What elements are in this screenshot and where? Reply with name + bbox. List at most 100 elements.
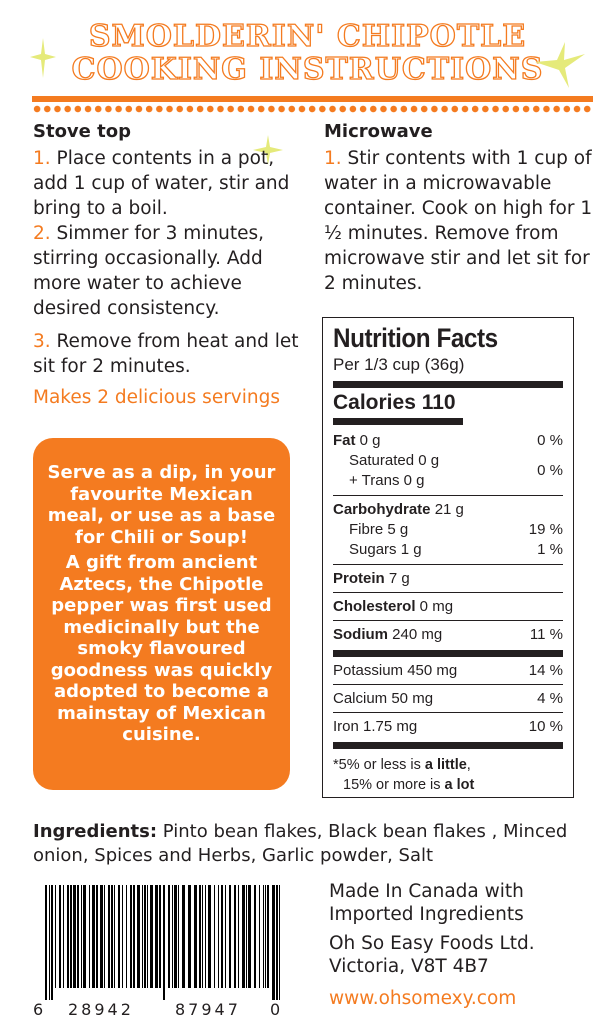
barcode-bar <box>205 885 206 988</box>
nutrition-title: Nutrition Facts <box>333 323 498 353</box>
promo-text-2: A gift from ancient Aztecs, the Chipotle… <box>50 552 273 745</box>
row-protein: Protein 7 g <box>333 564 563 592</box>
barcode-bar <box>199 885 201 988</box>
barcode-digits: 87947 <box>175 1000 241 1019</box>
title-line-1: SMOLDERIN' CHIPOTLE <box>88 19 527 54</box>
row-cholesterol: Cholesterol 0 mg <box>333 592 563 620</box>
stovetop-heading: Stove top <box>33 121 131 142</box>
barcode-digit: 6 <box>33 1000 44 1019</box>
promo-text-1: Serve as a dip, in your favourite Mexica… <box>47 462 276 548</box>
barcode-bar <box>70 885 72 988</box>
step: 1. Place contents in a pot, add 1 cup of… <box>33 146 308 221</box>
barcode-bar <box>59 885 61 988</box>
barcode-bar <box>234 885 236 988</box>
barcode-bar <box>279 885 280 1000</box>
row-saturated-trans: Saturated 0 g + Trans 0 g 0 % <box>333 451 563 491</box>
text: Imported Ingredients <box>329 904 524 925</box>
barcode-bar <box>104 885 105 988</box>
barcode-bar <box>100 885 103 988</box>
label: Carbohydrate <box>333 501 431 518</box>
barcode-bar <box>254 885 256 988</box>
label: Potassium 450 mg <box>333 662 458 679</box>
label: Protein <box>333 570 385 587</box>
barcode-bar <box>159 885 161 988</box>
company-info: Made In Canada with Imported Ingredients… <box>329 880 535 1010</box>
microwave-heading: Microwave <box>324 121 433 142</box>
servings-text: Makes 2 delicious servings <box>33 387 281 408</box>
barcode-bar <box>178 885 179 988</box>
serving-size: Per 1/3 cup (36g) <box>333 355 465 374</box>
barcode-bar <box>276 885 278 1000</box>
barcode-bar <box>221 885 223 988</box>
barcode-bar <box>172 885 173 988</box>
divider <box>333 381 563 388</box>
barcode-bar <box>267 885 269 988</box>
divider <box>333 418 463 425</box>
row-sugars: Sugars 1 g 1 % <box>333 540 563 560</box>
text: Made In Canada with <box>329 881 524 902</box>
step-text: Remove from heat and let sit for 2 minut… <box>33 331 299 377</box>
ingredients-label: Ingredients: <box>33 821 158 842</box>
row-potassium: Potassium 450 mg 14 % <box>333 657 563 684</box>
barcode-bar <box>51 885 53 1000</box>
barcode-bar <box>108 885 110 988</box>
ingredients-text: Pinto bean flakes, Black bean flakes , M… <box>33 821 568 866</box>
dv: 11 % <box>529 626 563 643</box>
barcode-bar <box>83 885 86 988</box>
barcode <box>45 885 280 1000</box>
barcode-bar <box>163 885 165 1000</box>
barcode-bar <box>122 885 123 988</box>
amount: 0 mg <box>415 598 454 615</box>
dotted-divider <box>32 105 593 113</box>
dv: 4 % <box>537 690 563 707</box>
barcode-bar <box>118 885 120 988</box>
barcode-bar <box>202 885 203 988</box>
barcode-bar <box>147 885 148 988</box>
label: Saturated 0 g <box>349 452 440 469</box>
step-number: 1. <box>324 148 342 169</box>
star-icon <box>30 38 56 78</box>
text: a little <box>424 757 467 773</box>
step-number: 1. <box>33 148 51 169</box>
barcode-bar <box>55 885 56 988</box>
barcode-bar <box>248 885 251 988</box>
divider <box>333 650 563 657</box>
amount: 21 g <box>430 501 464 518</box>
step-text: Place contents in a pot, add 1 cup of wa… <box>33 148 290 219</box>
dv: 14 % <box>528 662 563 679</box>
barcode-bar <box>45 885 47 1000</box>
amount: 0 g <box>355 432 381 449</box>
text: a lot <box>444 777 475 793</box>
promo-box: Serve as a dip, in your favourite Mexica… <box>33 438 290 790</box>
ingredients: Ingredients: Pinto bean flakes, Black be… <box>33 820 593 868</box>
row-sodium: Sodium 240 mg 11 % <box>333 620 563 648</box>
barcode-bar <box>242 885 245 988</box>
barcode-bar <box>114 885 115 988</box>
barcode-digits: 28942 <box>68 1000 134 1019</box>
barcode-bar <box>225 885 226 988</box>
label: Cholesterol <box>333 598 416 615</box>
row-fibre: Fibre 5 g 19 % <box>333 520 563 540</box>
website-link[interactable]: www.ohsomexy.com <box>329 988 517 1009</box>
barcode-bar <box>218 885 219 988</box>
barcode-bar <box>63 885 64 988</box>
barcode-bar <box>194 885 197 988</box>
star-icon <box>253 135 283 165</box>
dv: 0 % <box>537 462 563 479</box>
barcode-bar <box>150 885 153 988</box>
barcode-bar <box>155 885 158 988</box>
barcode-bar <box>168 885 170 988</box>
dv: 19 % <box>528 521 563 538</box>
label: Calcium 50 mg <box>333 690 434 707</box>
barcode-bar <box>96 885 98 988</box>
text: Oh So Easy Foods Ltd. <box>329 933 535 954</box>
step-number: 3. <box>33 331 51 352</box>
label: Sugars 1 g <box>349 541 422 558</box>
barcode-bar <box>77 885 79 988</box>
barcode-bar <box>259 885 260 988</box>
barcode-bar <box>133 885 135 988</box>
step-text: Simmer for 3 minutes, stirring occasiona… <box>33 223 265 319</box>
text: , <box>466 757 471 773</box>
barcode-bar <box>142 885 143 988</box>
title-line-2: COOKING INSTRUCTIONS <box>71 52 544 87</box>
